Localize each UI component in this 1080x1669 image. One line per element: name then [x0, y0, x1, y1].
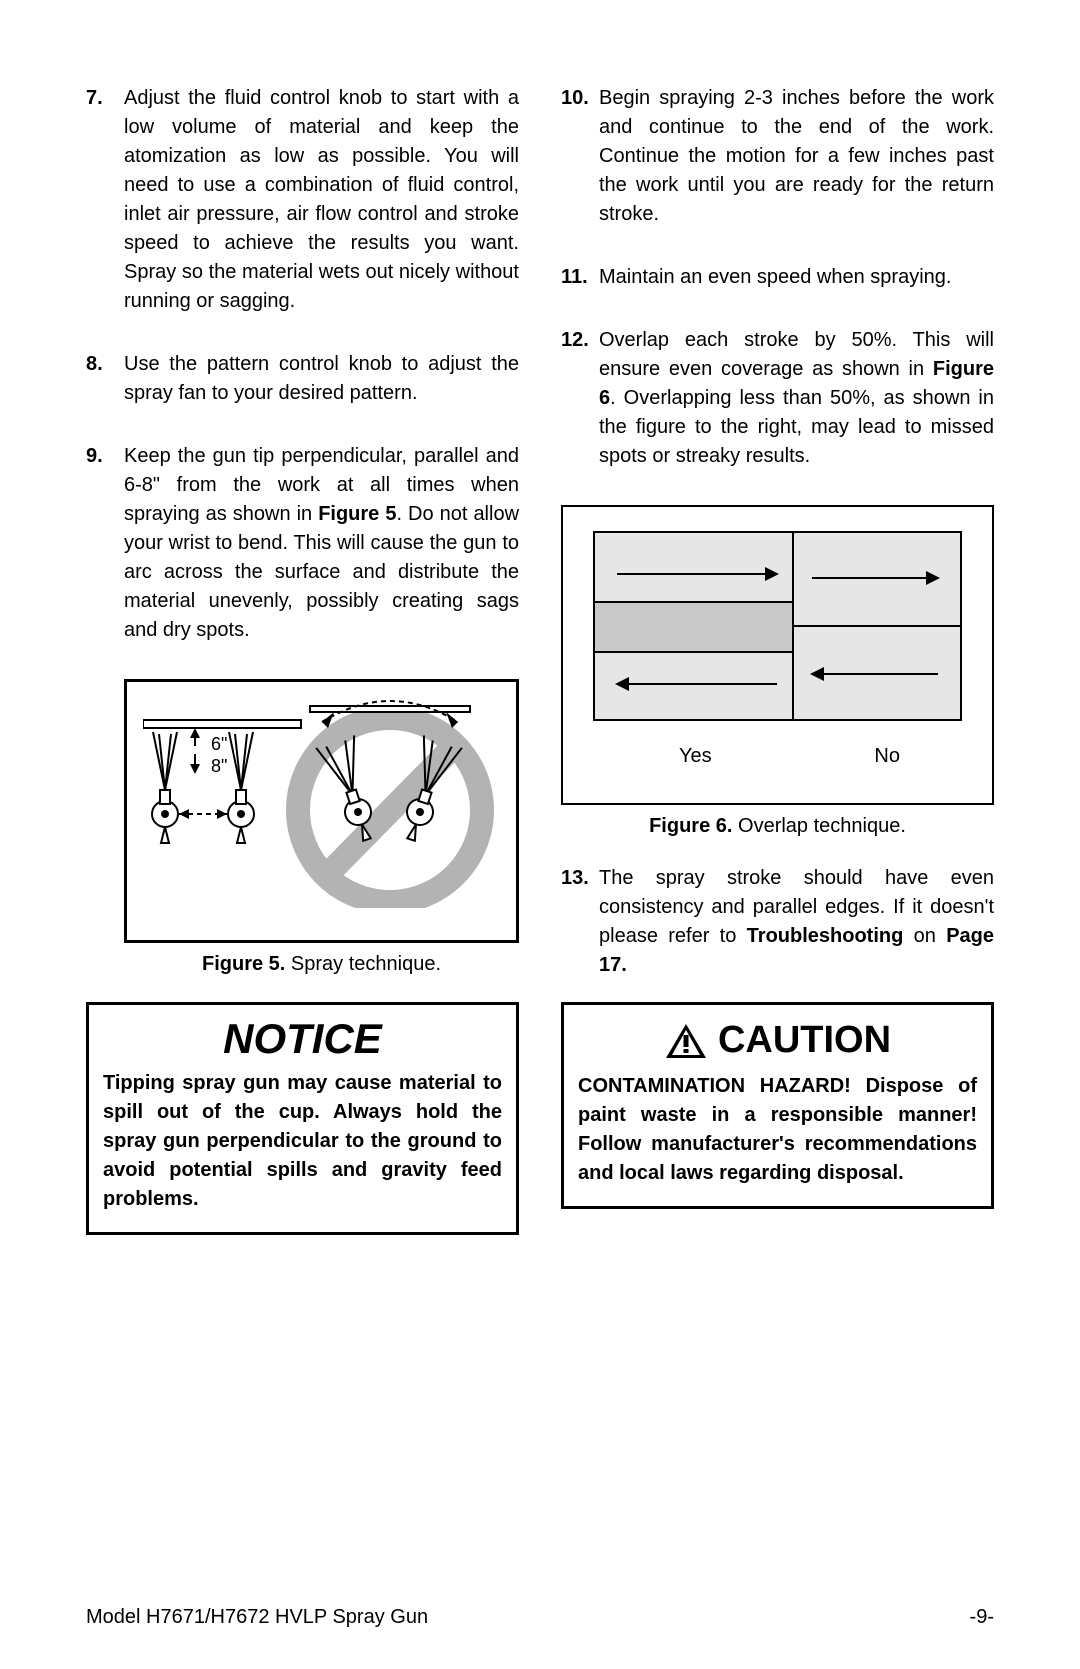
figure-6: Yes No Figure 6. Overlap technique.: [561, 505, 994, 838]
list-item-7: 7. Adjust the fluid control knob to star…: [86, 84, 519, 316]
caution-box: CAUTION CONTAMINATION HAZARD! Dispose of…: [561, 1002, 994, 1209]
caution-header: CAUTION: [578, 1019, 977, 1062]
dimension-6in: 6": [211, 734, 227, 755]
caption-bold: Figure 6.: [649, 815, 732, 837]
item-text: Overlap each stroke by 50%. This will en…: [599, 326, 994, 471]
spray-guns-correct-icon: 6" 8": [143, 712, 303, 892]
notice-box: NOTICE Tipping spray gun may cause mater…: [86, 1002, 519, 1235]
item-number: 7.: [86, 84, 124, 316]
list-item-11: 11. Maintain an even speed when spraying…: [561, 263, 994, 292]
footer-model: Model H7671/H7672 HVLP Spray Gun: [86, 1606, 428, 1629]
caution-body: CONTAMINATION HAZARD! Dispose of paint w…: [578, 1072, 977, 1188]
figure-6-caption: Figure 6. Overlap technique.: [561, 815, 994, 838]
list-item-13: 13. The spray stroke should have even co…: [561, 864, 994, 980]
item-number: 13.: [561, 864, 599, 980]
list-item-10: 10. Begin spraying 2-3 inches before the…: [561, 84, 994, 229]
figure-5: 6" 8": [124, 679, 519, 976]
text-post: . Overlapping less than 50%, as shown in…: [599, 387, 994, 467]
overlap-yes-panel: [593, 531, 807, 721]
right-column: 10. Begin spraying 2-3 inches before the…: [561, 84, 994, 1235]
list-item-9: 9. Keep the gun tip perpendicular, paral…: [86, 442, 519, 645]
warning-triangle-icon: [664, 1022, 708, 1060]
item-number: 12.: [561, 326, 599, 471]
caution-title: CAUTION: [718, 1019, 891, 1062]
yes-label: Yes: [679, 745, 712, 768]
item-text: Adjust the fluid control knob to start w…: [124, 84, 519, 316]
left-column: 7. Adjust the fluid control knob to star…: [86, 84, 519, 1235]
list-item-8: 8. Use the pattern control knob to adjus…: [86, 350, 519, 408]
notice-title: NOTICE: [103, 1015, 502, 1063]
item-text: Keep the gun tip perpendicular, parallel…: [124, 442, 519, 645]
item-text: Use the pattern control knob to adjust t…: [124, 350, 519, 408]
page-footer: Model H7671/H7672 HVLP Spray Gun -9-: [86, 1606, 994, 1629]
list-item-12: 12. Overlap each stroke by 50%. This wil…: [561, 326, 994, 471]
caption-rest: Spray technique.: [285, 953, 441, 975]
dimension-8in: 8": [211, 756, 227, 777]
figure-6-illustration: Yes No: [561, 505, 994, 805]
overlap-no-panel: [792, 531, 962, 721]
item-text: Maintain an even speed when spraying.: [599, 263, 994, 292]
item-number: 10.: [561, 84, 599, 229]
item-number: 9.: [86, 442, 124, 645]
text-mid: on: [903, 925, 946, 947]
item-text: The spray stroke should have even consis…: [599, 864, 994, 980]
page-body: 7. Adjust the fluid control knob to star…: [0, 0, 1080, 1235]
no-label: No: [874, 745, 900, 768]
caption-bold: Figure 5.: [202, 953, 285, 975]
footer-page-number: -9-: [970, 1606, 994, 1629]
item-text: Begin spraying 2-3 inches before the wor…: [599, 84, 994, 229]
prohibit-icon: [282, 692, 498, 908]
figure-5-caption: Figure 5. Spray technique.: [124, 953, 519, 976]
figure-5-illustration: 6" 8": [124, 679, 519, 943]
figure-ref: Figure 5: [318, 503, 396, 525]
notice-body: Tipping spray gun may cause material to …: [103, 1069, 502, 1214]
troubleshooting-ref: Troubleshooting: [747, 925, 904, 947]
item-number: 8.: [86, 350, 124, 408]
caption-rest: Overlap technique.: [732, 815, 905, 837]
item-number: 11.: [561, 263, 599, 292]
